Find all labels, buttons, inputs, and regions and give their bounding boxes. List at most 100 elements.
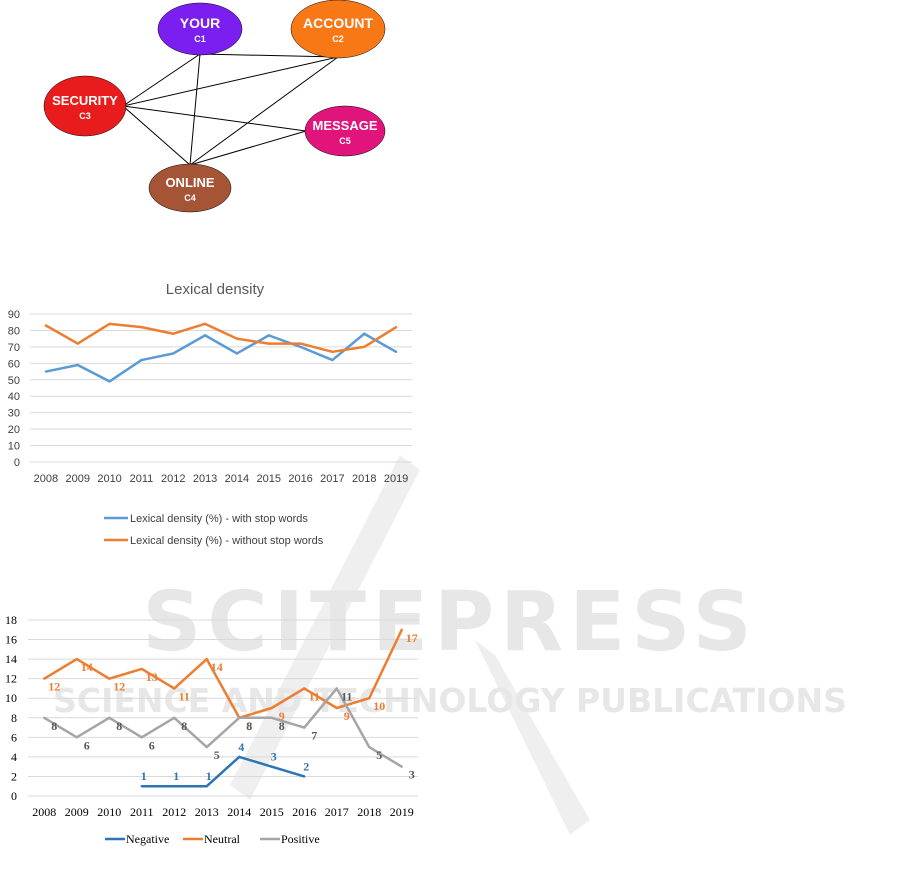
data-point	[205, 785, 208, 788]
data-point	[335, 706, 338, 710]
series-line	[43, 687, 403, 768]
data-point	[400, 765, 403, 768]
x-tick-label: 2011	[130, 473, 154, 485]
data-point	[173, 687, 176, 690]
data-point	[140, 358, 143, 362]
x-tick-label: 2010	[97, 805, 121, 819]
x-tick-label: 2015	[260, 805, 284, 819]
y-tick-label: 10	[8, 441, 20, 453]
data-point	[44, 324, 48, 327]
data-label: 5	[376, 748, 382, 762]
series-line	[45, 322, 397, 354]
data-point	[108, 716, 111, 719]
data-point	[267, 342, 270, 345]
word-network: YOUR C1 ACCOUNT C2 SECURITY C3 ONLINE C4 MESSAGE…	[43, 0, 386, 213]
data-point	[203, 322, 207, 326]
data-label: 14	[211, 660, 223, 674]
x-tick-label: 2015	[257, 473, 281, 485]
network-edge	[122, 105, 307, 132]
y-tick-label: 20	[8, 424, 20, 436]
x-tick-label: 2010	[97, 473, 121, 485]
y-tick-label: 70	[8, 342, 20, 354]
y-tick-label: 2	[11, 769, 17, 783]
data-point	[368, 745, 371, 749]
x-tick-label: 2009	[65, 805, 89, 819]
y-tick-label: 30	[8, 408, 20, 420]
legend-label: Neutral	[204, 832, 241, 846]
data-point	[363, 332, 366, 335]
data-point	[140, 325, 143, 329]
data-point	[173, 716, 176, 719]
data-label: 10	[373, 699, 385, 713]
legend-label: Lexical density (%) - with stop words	[130, 513, 308, 525]
legend-item: Lexical density (%) - without stop words	[104, 535, 324, 547]
data-point	[140, 785, 143, 788]
data-label: 11	[341, 689, 352, 703]
node-ellipse	[43, 75, 127, 137]
x-tick-label: 2014	[225, 473, 249, 485]
network-edge	[122, 53, 201, 107]
data-point	[303, 726, 306, 729]
data-point	[44, 370, 48, 373]
data-point	[335, 687, 338, 690]
data-point	[173, 785, 176, 788]
legend-item: Negative	[105, 832, 169, 846]
data-label: 1	[173, 769, 179, 783]
data-point	[238, 755, 241, 759]
data-label: 6	[149, 738, 155, 752]
node-security: SECURITY C3	[43, 75, 127, 137]
node-label: ACCOUNT	[303, 15, 373, 31]
y-tick-label: 16	[5, 633, 17, 647]
y-tick-label: 8	[11, 711, 17, 725]
x-tick-label: 2019	[390, 805, 414, 819]
data-label: 11	[309, 689, 320, 703]
x-tick-label: 2018	[352, 473, 376, 485]
network-edge	[189, 53, 201, 166]
data-label: 8	[181, 719, 187, 733]
data-point	[331, 358, 334, 362]
x-tick-label: 2012	[162, 805, 186, 819]
data-label: 1	[141, 769, 147, 783]
x-tick-label: 2017	[320, 473, 344, 485]
y-tick-label: 90	[8, 309, 20, 321]
legend-item: Neutral	[183, 832, 241, 846]
data-point	[394, 325, 398, 329]
data-point	[235, 352, 239, 355]
node-message: MESSAGE C5	[304, 105, 386, 157]
watermark-subtitle: SCIENCE AND TECHNOLOGY PUBLICATIONS	[53, 681, 847, 720]
x-tick-label: 2009	[66, 473, 90, 485]
data-point	[238, 716, 241, 719]
data-point	[140, 736, 143, 739]
series-line	[45, 332, 397, 383]
node-code: C4	[184, 193, 196, 203]
data-label: 9	[344, 709, 350, 723]
y-tick-label: 12	[5, 672, 17, 686]
data-point	[203, 334, 207, 337]
data-point	[270, 765, 273, 768]
series-line	[43, 629, 403, 720]
x-tick-label: 2016	[292, 805, 316, 819]
data-point	[43, 677, 46, 680]
data-point	[108, 380, 111, 383]
data-label: 4	[238, 740, 244, 754]
data-point	[394, 350, 398, 354]
data-label: 8	[246, 719, 252, 733]
watermark-stroke	[475, 640, 590, 835]
y-tick-label: 6	[11, 730, 17, 744]
data-point	[303, 687, 306, 690]
x-tick-label: 2019	[384, 473, 408, 485]
node-label: SECURITY	[52, 93, 118, 108]
y-tick-label: 60	[8, 358, 20, 370]
x-tick-label: 2018	[357, 805, 381, 819]
data-label: 7	[311, 729, 317, 743]
node-your: YOUR C1	[157, 2, 243, 56]
x-tick-label: 2017	[325, 805, 349, 819]
data-label: 8	[116, 719, 122, 733]
y-tick-label: 50	[8, 375, 20, 387]
data-point	[400, 628, 403, 631]
data-label: 6	[84, 738, 90, 752]
data-point	[75, 657, 78, 661]
x-tick-label: 2016	[288, 473, 312, 485]
